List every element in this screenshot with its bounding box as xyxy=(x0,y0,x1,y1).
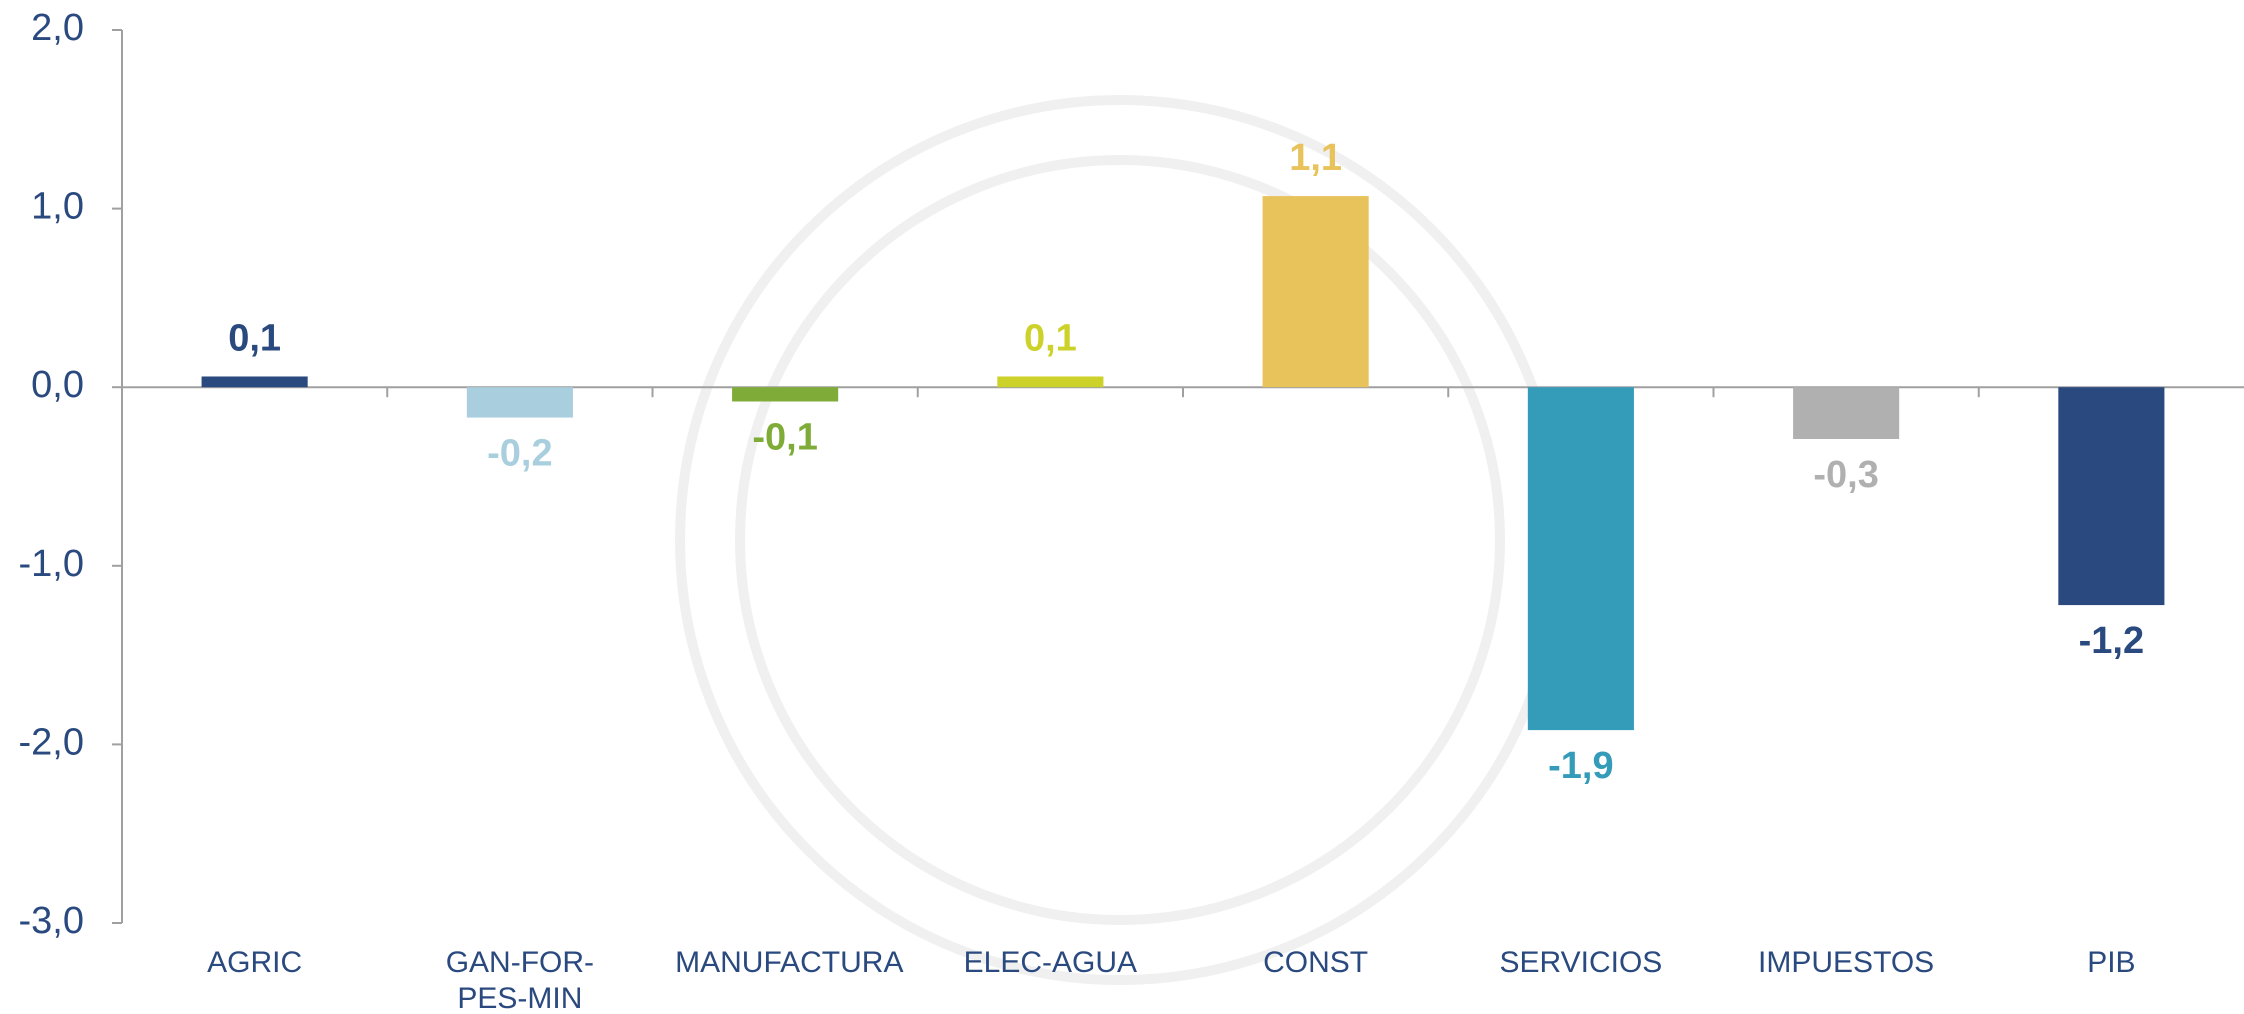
y-tick-label: -1,0 xyxy=(19,543,84,585)
y-tick-label: 0,0 xyxy=(31,364,84,406)
bar xyxy=(2058,387,2164,605)
data-label: 0,1 xyxy=(1024,318,1077,360)
y-tick-label: 1,0 xyxy=(31,186,84,228)
bar xyxy=(997,376,1103,387)
bar xyxy=(1263,196,1369,387)
x-tick-label: PIB xyxy=(2001,945,2221,981)
chart: -3,0 -2,0 -1,0 0,0 1,0 2,0 0,1 -0,2 -0,1 0,1 1,1 -1… xyxy=(0,0,2244,1014)
x-tick-label: IMPUESTOS xyxy=(1736,945,1956,981)
bar xyxy=(1793,387,1899,439)
data-label: -1,2 xyxy=(2079,620,2144,662)
y-tick-label: 2,0 xyxy=(31,7,84,49)
data-label: -0,1 xyxy=(752,417,817,459)
x-tick-label: GAN-FOR-PES-MIN xyxy=(420,945,620,1014)
x-tick-label: AGRIC xyxy=(145,945,365,981)
bar xyxy=(467,387,573,417)
x-tick-label: SERVICIOS xyxy=(1471,945,1691,981)
x-tick-label: MANUFACTURA xyxy=(675,945,895,981)
bar xyxy=(202,376,308,387)
y-tick-label: -3,0 xyxy=(19,900,84,942)
chart-svg: -3,0 -2,0 -1,0 0,0 1,0 2,0 0,1 -0,2 -0,1 0,1 1,1 -1… xyxy=(0,0,2244,1014)
bar xyxy=(1528,387,1634,730)
bar xyxy=(732,387,838,401)
y-tick-label: -2,0 xyxy=(19,721,84,763)
data-label: -1,9 xyxy=(1548,745,1613,787)
watermark xyxy=(680,100,1560,980)
data-label: 1,1 xyxy=(1289,137,1342,179)
data-label: 0,1 xyxy=(228,318,281,360)
data-label: -0,2 xyxy=(487,433,552,475)
data-label: -0,3 xyxy=(1813,454,1878,496)
x-tick-label: CONST xyxy=(1206,945,1426,981)
x-tick-label: ELEC-AGUA xyxy=(940,945,1160,981)
